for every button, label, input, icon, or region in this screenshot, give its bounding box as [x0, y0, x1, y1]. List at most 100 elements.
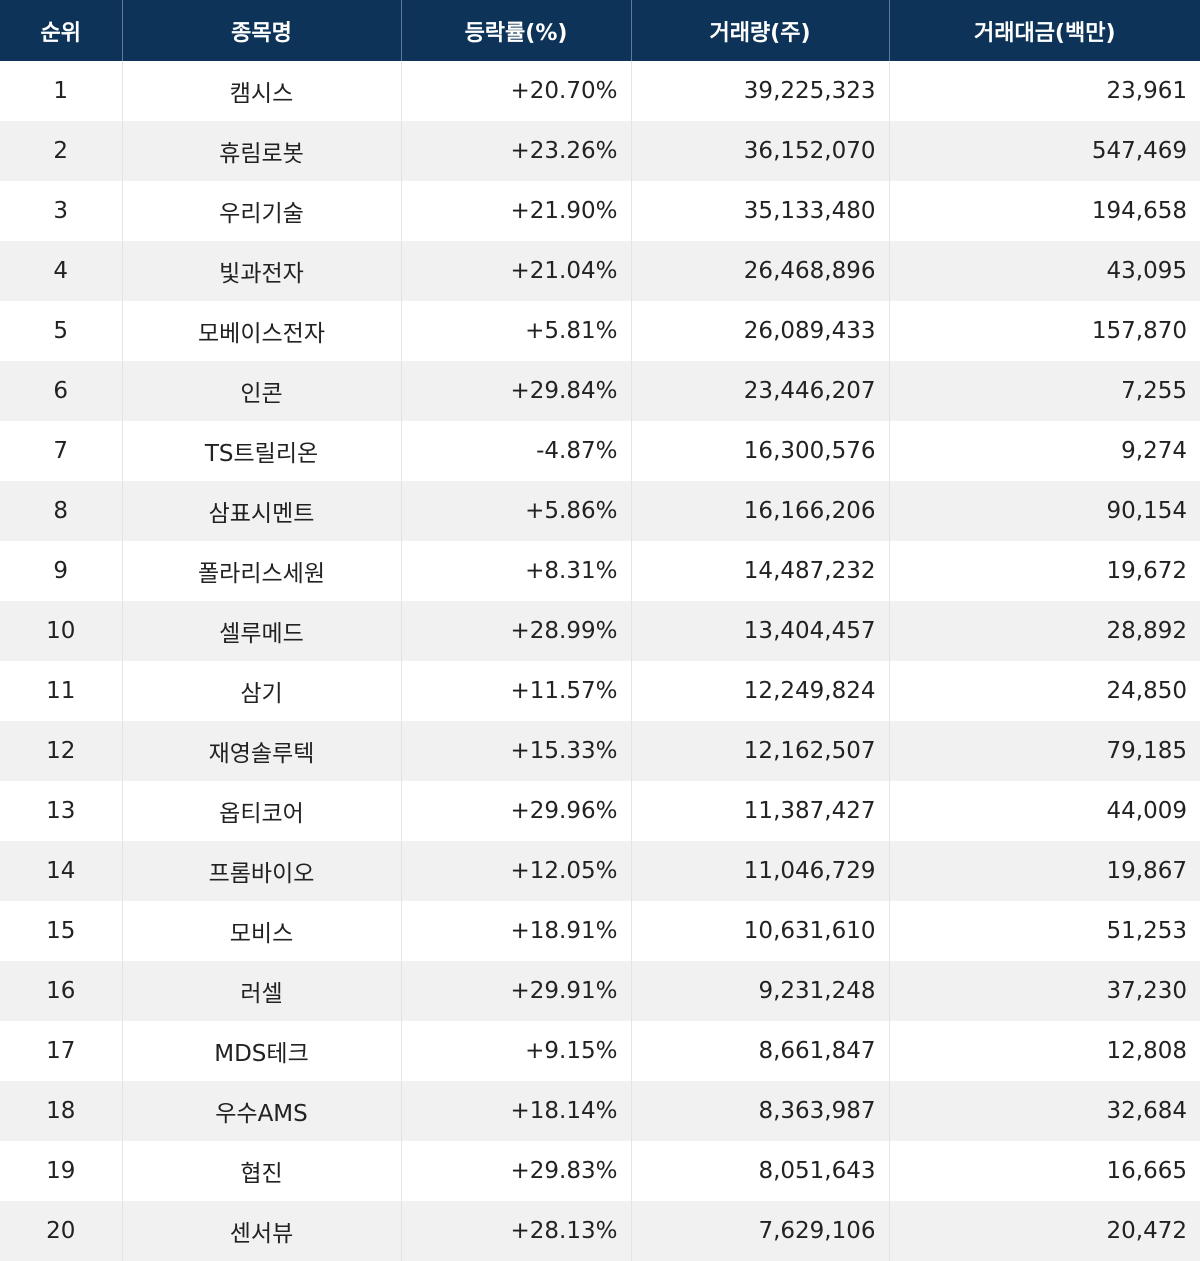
cell-change-rate: +18.14% [401, 1081, 632, 1141]
table-row: 5 모베이스전자 +5.81% 26,089,433 157,870 [0, 301, 1200, 361]
cell-volume: 12,249,824 [631, 661, 890, 721]
cell-volume: 23,446,207 [631, 361, 890, 421]
cell-rank: 15 [0, 901, 123, 961]
cell-trading-amount: 79,185 [1106, 738, 1187, 764]
cell-stock-name: 캠시스 [122, 61, 402, 121]
cell-change-rate: +9.15% [401, 1021, 632, 1081]
cell-change-rate: +29.96% [401, 781, 632, 841]
cell-trading-amount: 90,154 [1106, 498, 1187, 524]
table-row: 16 러셀 +29.91% 9,231,248 37,230 [0, 961, 1200, 1021]
cell-stock-name: 협진 [122, 1141, 402, 1201]
cell-volume: 16,300,576 [631, 421, 890, 481]
cell-trading-amount: 28,892 [1106, 618, 1187, 644]
table-row: 20 센서뷰 +28.13% 7,629,106 20,472 [0, 1201, 1200, 1261]
cell-stock-name: 셀루메드 [122, 601, 402, 661]
cell-rank: 1 [0, 61, 123, 121]
table-row: 3 우리기술 +21.90% 35,133,480 194,658 [0, 181, 1200, 241]
cell-rank: 7 [0, 421, 123, 481]
header-change-rate: 등락률(%) [401, 0, 632, 61]
cell-rank: 4 [0, 241, 123, 301]
cell-stock-name: 옵티코어 [122, 781, 402, 841]
cell-change-rate: -4.87% [401, 421, 632, 481]
cell-stock-name: 모베이스전자 [122, 301, 402, 361]
cell-change-rate: +29.84% [401, 361, 632, 421]
cell-trading-amount: 19,672 [1106, 558, 1187, 584]
cell-rank: 20 [0, 1201, 123, 1261]
cell-trading-amount: 19,867 [1106, 858, 1187, 884]
cell-trading-amount: 157,870 [1091, 318, 1187, 344]
cell-change-rate: +20.70% [401, 61, 632, 121]
cell-trading-amount: 9,274 [1121, 438, 1187, 464]
table-row: 6 인콘 +29.84% 23,446,207 7,255 [0, 361, 1200, 421]
cell-volume: 39,225,323 [631, 61, 890, 121]
cell-trading-amount: 12,808 [1106, 1038, 1187, 1064]
table-row: 12 재영솔루텍 +15.33% 12,162,507 79,185 [0, 721, 1200, 781]
cell-rank: 11 [0, 661, 123, 721]
table-row: 15 모비스 +18.91% 10,631,610 51,253 [0, 901, 1200, 961]
cell-stock-name: MDS테크 [122, 1021, 402, 1081]
cell-change-rate: +8.31% [401, 541, 632, 601]
cell-rank: 10 [0, 601, 123, 661]
cell-change-rate: +28.99% [401, 601, 632, 661]
cell-volume: 12,162,507 [631, 721, 890, 781]
table-row: 10 셀루메드 +28.99% 13,404,457 28,892 [0, 601, 1200, 661]
cell-volume: 26,089,433 [631, 301, 890, 361]
cell-rank: 14 [0, 841, 123, 901]
cell-rank: 9 [0, 541, 123, 601]
cell-change-rate: +12.05% [401, 841, 632, 901]
cell-rank: 8 [0, 481, 123, 541]
cell-trading-amount: 194,658 [1091, 198, 1187, 224]
table-row: 11 삼기 +11.57% 12,249,824 24,850 [0, 661, 1200, 721]
cell-volume: 11,387,427 [631, 781, 890, 841]
cell-trading-amount: 24,850 [1106, 678, 1187, 704]
cell-trading-amount: 44,009 [1106, 798, 1187, 824]
cell-change-rate: +23.26% [401, 121, 632, 181]
table-row: 1 캠시스 +20.70% 39,225,323 23,961 [0, 61, 1200, 121]
cell-rank: 13 [0, 781, 123, 841]
header-stock-name: 종목명 [122, 0, 402, 61]
cell-trading-amount: 20,472 [1106, 1218, 1187, 1244]
cell-stock-name: 빛과전자 [122, 241, 402, 301]
table-row: 7 TS트릴리온 -4.87% 16,300,576 9,274 [0, 421, 1200, 481]
cell-stock-name: 인콘 [122, 361, 402, 421]
table-header: 순위 종목명 등락률(%) 거래량(주) 거래대금(백만) [0, 0, 1200, 61]
cell-stock-name: 프롬바이오 [122, 841, 402, 901]
cell-trading-amount: 23,961 [1106, 78, 1187, 104]
header-rank: 순위 [0, 0, 123, 61]
cell-volume: 8,051,643 [631, 1141, 890, 1201]
cell-change-rate: +21.90% [401, 181, 632, 241]
table-row: 2 휴림로봇 +23.26% 36,152,070 547,469 [0, 121, 1200, 181]
cell-trading-amount: 7,255 [1121, 378, 1187, 404]
cell-stock-name: 러셀 [122, 961, 402, 1021]
cell-stock-name: 휴림로봇 [122, 121, 402, 181]
cell-change-rate: +21.04% [401, 241, 632, 301]
table-row: 9 폴라리스세원 +8.31% 14,487,232 19,672 [0, 541, 1200, 601]
cell-volume: 7,629,106 [631, 1201, 890, 1261]
table-row: 18 우수AMS +18.14% 8,363,987 32,684 [0, 1081, 1200, 1141]
table-body: 1 캠시스 +20.70% 39,225,323 23,961 2 휴림로봇 +23.26% 3… [0, 61, 1200, 1261]
cell-trading-amount: 32,684 [1106, 1098, 1187, 1124]
table-row: 4 빛과전자 +21.04% 26,468,896 43,095 [0, 241, 1200, 301]
cell-trading-amount: 547,469 [1091, 138, 1187, 164]
cell-stock-name: 우수AMS [122, 1081, 402, 1141]
cell-trading-amount: 51,253 [1106, 918, 1187, 944]
header-trading-amount: 거래대금(백만) [973, 20, 1116, 46]
cell-volume: 26,468,896 [631, 241, 890, 301]
cell-rank: 17 [0, 1021, 123, 1081]
cell-stock-name: 삼기 [122, 661, 402, 721]
cell-change-rate: +5.86% [401, 481, 632, 541]
cell-change-rate: +18.91% [401, 901, 632, 961]
header-volume: 거래량(주) [631, 0, 890, 61]
cell-volume: 13,404,457 [631, 601, 890, 661]
cell-change-rate: +29.91% [401, 961, 632, 1021]
cell-volume: 14,487,232 [631, 541, 890, 601]
cell-rank: 18 [0, 1081, 123, 1141]
cell-stock-name: TS트릴리온 [122, 421, 402, 481]
table-row: 19 협진 +29.83% 8,051,643 16,665 [0, 1141, 1200, 1201]
cell-volume: 11,046,729 [631, 841, 890, 901]
cell-change-rate: +5.81% [401, 301, 632, 361]
cell-volume: 10,631,610 [631, 901, 890, 961]
cell-volume: 8,363,987 [631, 1081, 890, 1141]
cell-volume: 8,661,847 [631, 1021, 890, 1081]
